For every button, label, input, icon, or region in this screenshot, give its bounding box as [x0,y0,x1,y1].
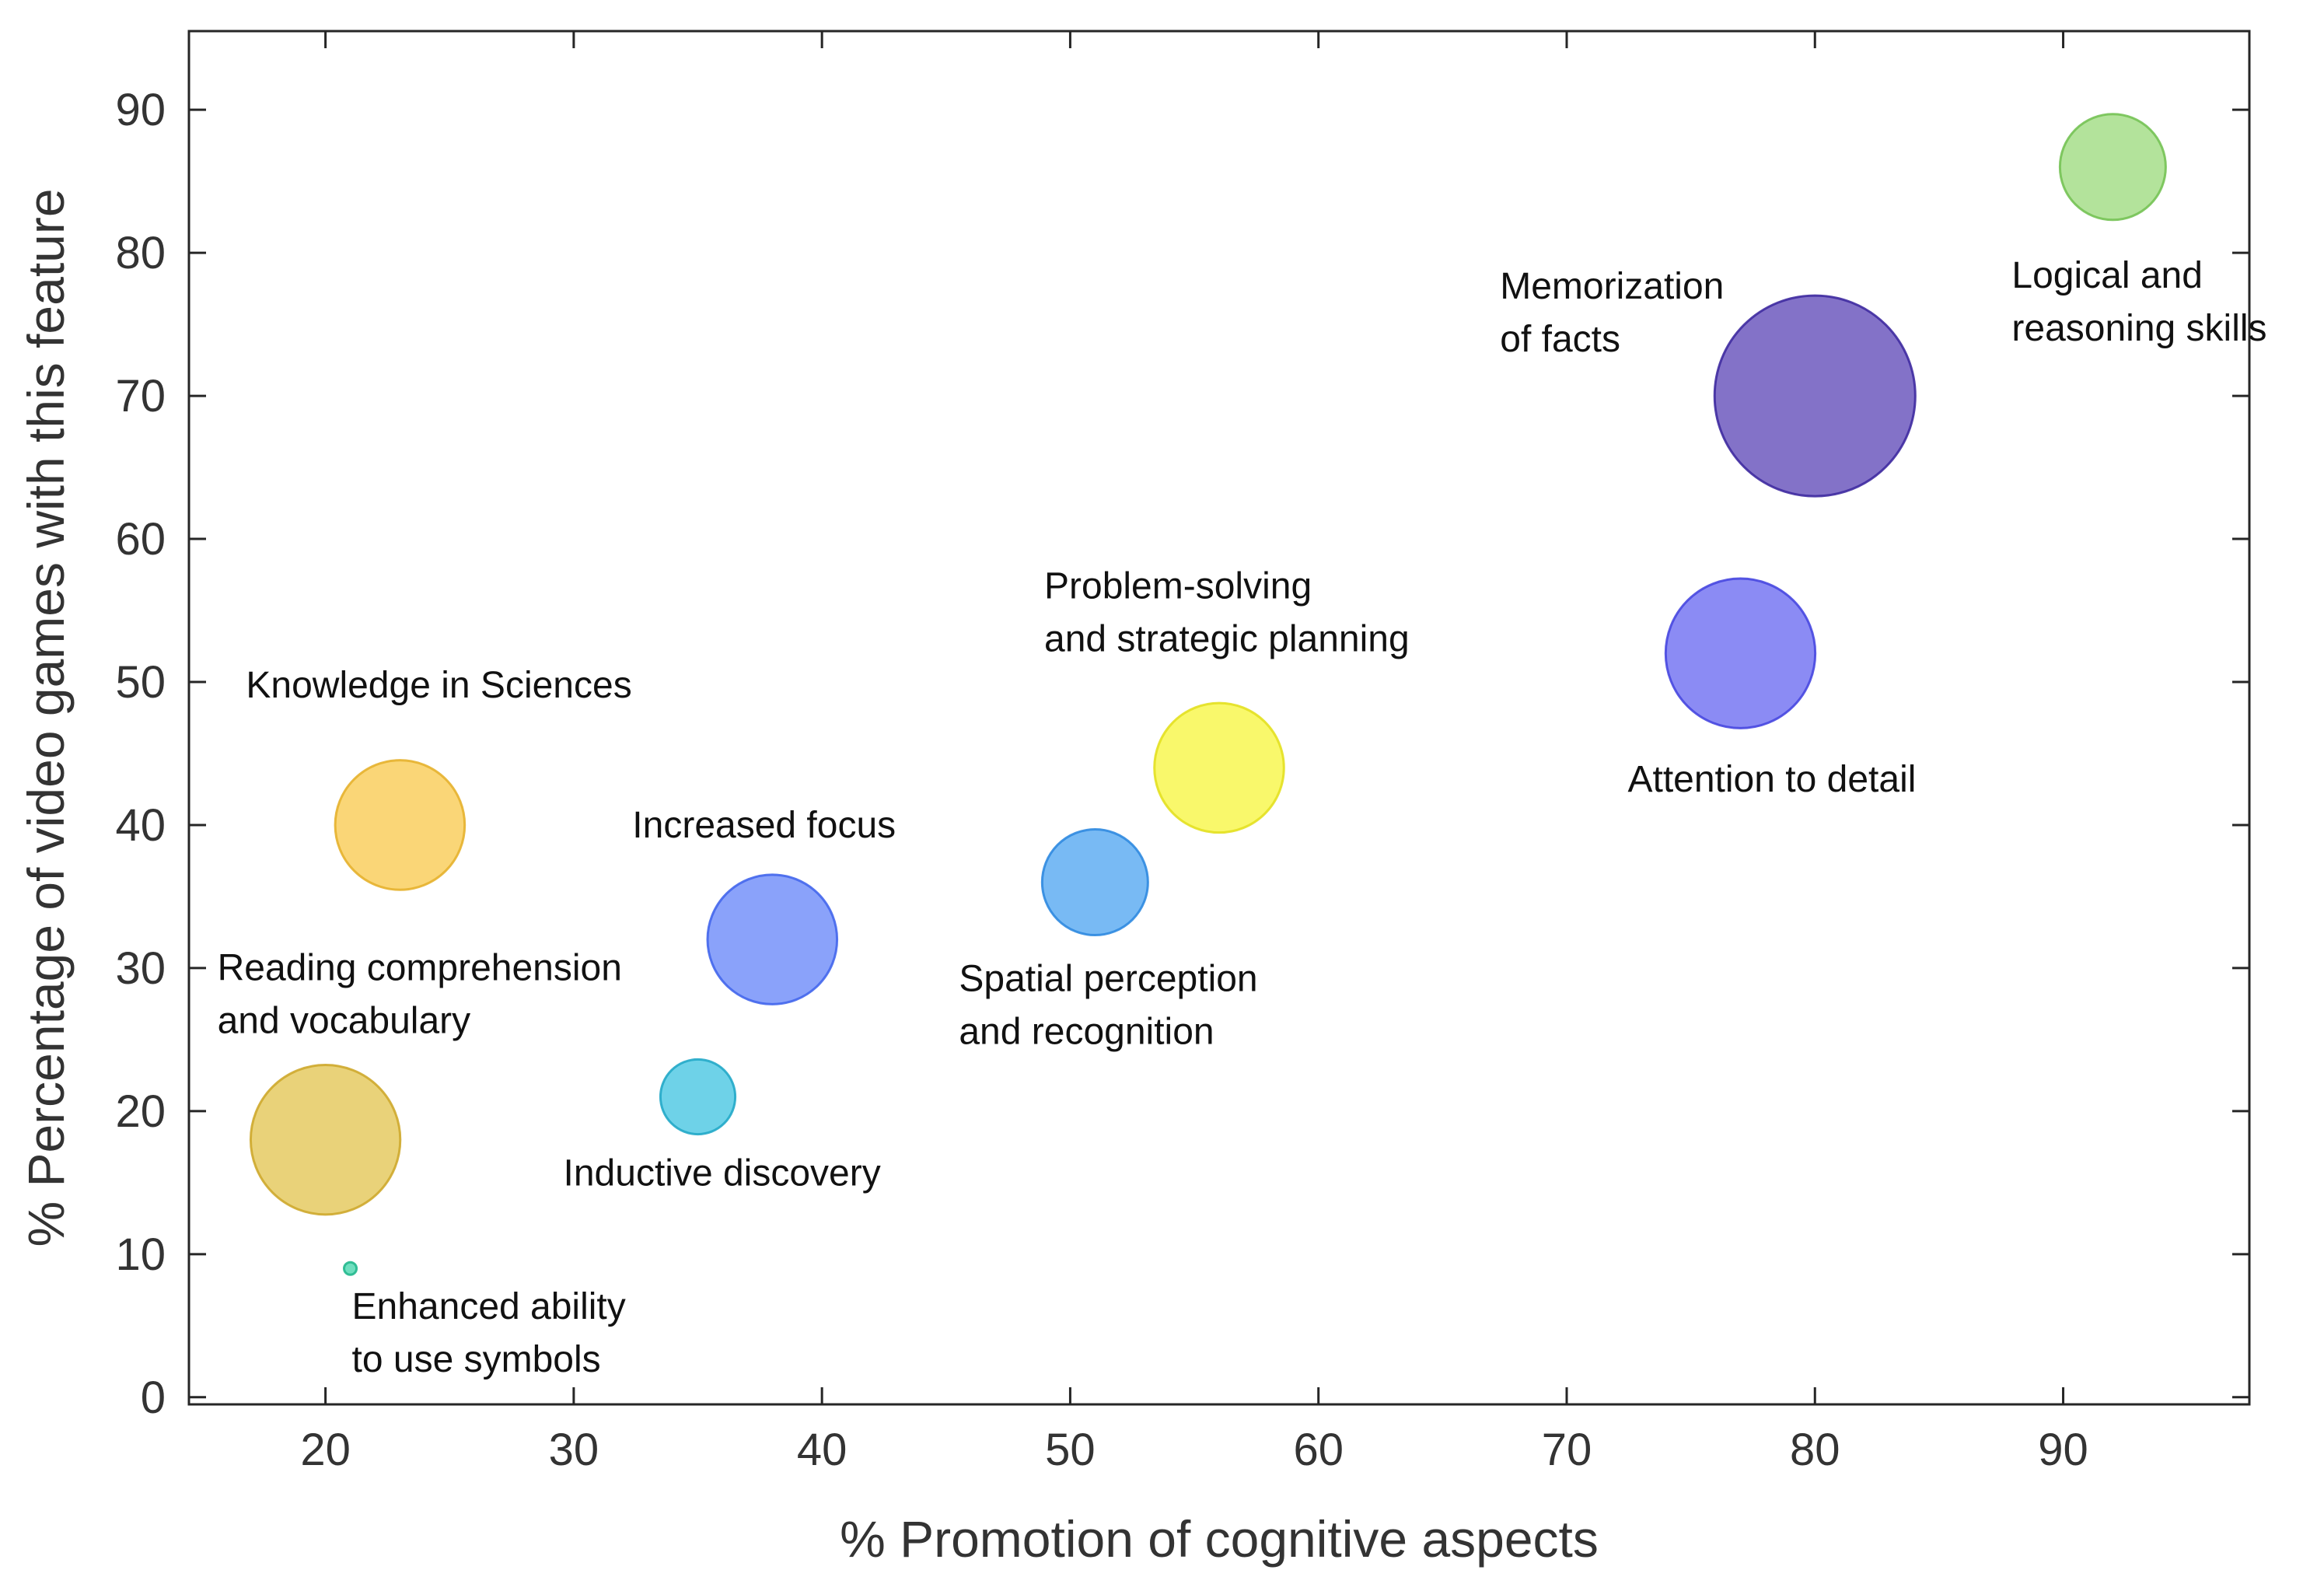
bubble-label-line: Attention to detail [1627,759,1916,800]
ticks-layer: 20 30 40 50 60 70 80 90 0 10 20 30 40 50 60 70 80 90 [115,31,2249,1475]
bubble-point [342,1261,358,1276]
bubble-label: Problem-solving and strategic planning [1044,565,1410,659]
bubble-label-line: and vocabulary [218,1001,471,1042]
bubbles-layer [249,113,2167,1276]
bubble-label-line: and strategic planning [1044,618,1410,659]
y-tick-label: 40 [115,800,166,851]
y-tick-label: 20 [115,1086,166,1137]
bubble-label: Inductive discovery [564,1152,881,1194]
bubble-point [1713,294,1917,498]
y-tick-label: 80 [115,228,166,278]
x-tick-label: 40 [797,1425,847,1475]
bubble-label-line: to use symbols [352,1339,601,1380]
bubble-label: Increased focus [632,805,896,846]
x-tick-label: 90 [2038,1425,2088,1475]
bubble-labels-layer: Logical and reasoning skills Memorization o… [218,255,2267,1380]
bubble-label-line: Spatial perception [959,959,1257,1000]
bubble-point [1664,577,1817,729]
bubble-point [2058,113,2167,222]
bubble-label-line: reasoning skills [2011,308,2266,349]
bubble-label-line: of facts [1500,319,1620,360]
bubble-label: Spatial perception and recognition [959,959,1257,1053]
y-tick-label: 30 [115,943,166,994]
x-tick-label: 70 [1542,1425,1592,1475]
bubble-point [659,1058,737,1136]
bubble-label-line: Reading comprehension [218,948,622,989]
y-tick-label: 50 [115,657,166,708]
bubble-label: Enhanced ability to use symbols [352,1286,626,1380]
y-axis-title: % Percentage of video games with this fe… [17,188,75,1247]
bubble-label-line: Problem-solving [1044,565,1312,607]
bubble-label-line: Logical and [2011,255,2203,296]
bubble-point [334,759,467,891]
y-tick-label: 60 [115,514,166,565]
bubble-label: Attention to detail [1627,759,1916,800]
x-tick-label: 60 [1293,1425,1344,1475]
bubble-label: Memorization of facts [1500,266,1724,360]
bubble-point [249,1064,402,1216]
bubble-label-line: Memorization [1500,266,1724,307]
x-tick-label: 30 [549,1425,599,1475]
bubble-label-line: and recognition [959,1012,1214,1053]
bubble-label-line: Inductive discovery [564,1152,881,1194]
y-tick-label: 90 [115,85,166,135]
bubble-label-line: Enhanced ability [352,1286,626,1327]
bubble-label-line: Increased focus [632,805,896,846]
bubble-point [706,873,839,1005]
bubble-point [1153,701,1285,834]
x-tick-label: 80 [1790,1425,1840,1475]
bubble-point [1040,828,1149,937]
x-tick-label: 20 [300,1425,351,1475]
x-tick-label: 50 [1045,1425,1096,1475]
bubble-label: Reading comprehension and vocabulary [218,948,622,1042]
x-axis-title: % Promotion of cognitive aspects [840,1510,1599,1568]
y-tick-label: 10 [115,1229,166,1280]
y-tick-label: 0 [141,1372,166,1423]
bubble-label: Knowledge in Sciences [246,665,631,706]
bubble-label: Logical and reasoning skills [2011,255,2266,349]
plot-frame [187,30,2251,1406]
bubble-label-line: Knowledge in Sciences [246,665,631,706]
y-tick-label: 70 [115,371,166,421]
